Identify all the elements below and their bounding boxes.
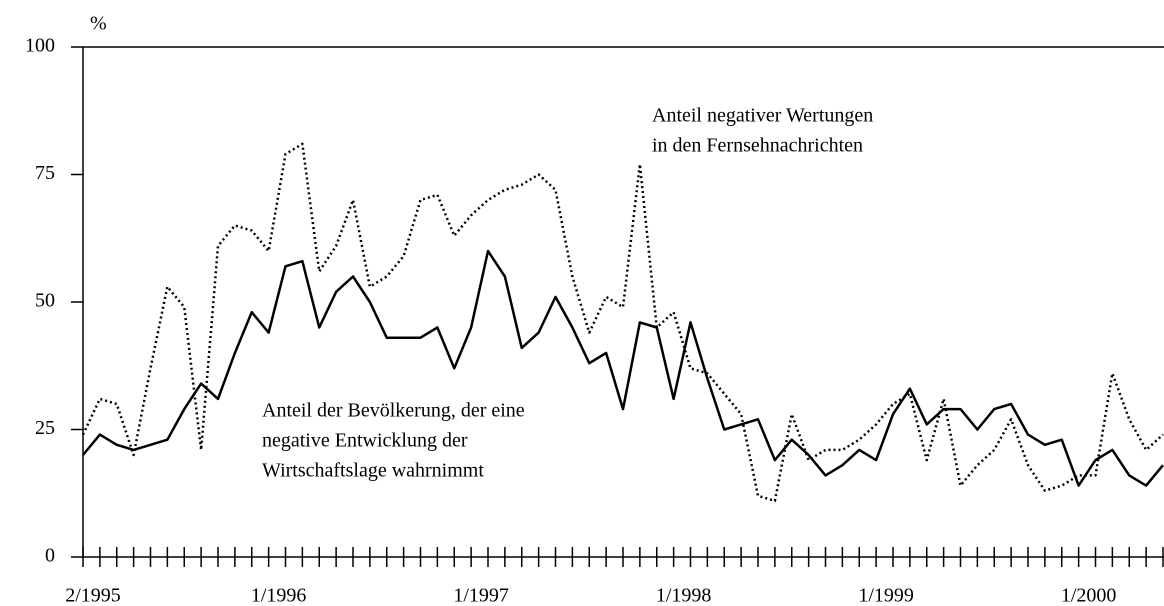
annotation: negative Entwicklung der: [262, 430, 468, 452]
y-axis-label: %: [90, 13, 107, 35]
annotation: Anteil negativer Wertungen: [652, 105, 873, 127]
x-tick-label: 1/1998: [656, 585, 712, 606]
annotation: in den Fernsehnachrichten: [652, 135, 863, 157]
y-tick-label: 25: [35, 417, 55, 439]
annotation: Anteil der Bevölkerung, der eine: [262, 400, 525, 422]
line-series: [81, 142, 1164, 503]
x-tick-label: 2/1995: [65, 585, 121, 606]
y-tick-label: 0: [45, 545, 55, 567]
x-tick-label: 1/1999: [858, 585, 914, 606]
y-tick-label: 100: [25, 35, 55, 57]
y-tick-label: 75: [35, 162, 55, 184]
x-tick-label: 1/1996: [251, 585, 307, 606]
x-tick-label: 1/1997: [453, 585, 509, 606]
line-series: [82, 249, 1164, 487]
annotation: Wirtschaftslage wahrnimmt: [262, 460, 484, 482]
y-tick-label: 50: [35, 290, 55, 312]
x-tick-label: 1/2000: [1061, 585, 1117, 606]
